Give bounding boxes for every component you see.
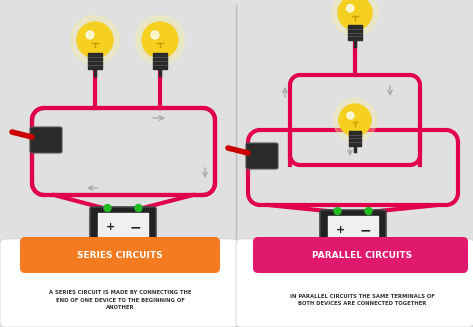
Circle shape [347, 112, 354, 119]
FancyBboxPatch shape [320, 210, 386, 246]
Text: +: + [106, 222, 115, 232]
FancyBboxPatch shape [253, 237, 468, 273]
Circle shape [338, 0, 372, 30]
FancyBboxPatch shape [30, 127, 62, 153]
Text: PARALLEL CIRCUITS: PARALLEL CIRCUITS [312, 250, 412, 260]
Circle shape [365, 208, 372, 215]
Bar [153, 53, 167, 69]
FancyBboxPatch shape [90, 207, 156, 243]
Text: −: − [130, 220, 141, 234]
Circle shape [135, 204, 142, 212]
Bar [349, 131, 361, 146]
Bar [34, 110, 213, 193]
Bar [88, 53, 102, 69]
Text: A SERIES CIRCUIT IS MADE BY CONNECTING THE
END OF ONE DEVICE TO THE BEGINNING OF: A SERIES CIRCUIT IS MADE BY CONNECTING T… [49, 290, 191, 310]
Text: +: + [336, 225, 345, 235]
FancyBboxPatch shape [236, 239, 473, 327]
FancyBboxPatch shape [20, 237, 220, 273]
Circle shape [333, 98, 377, 142]
Circle shape [332, 0, 378, 36]
Bar [98, 213, 148, 237]
Bar [328, 216, 378, 240]
Circle shape [77, 22, 113, 58]
Circle shape [86, 31, 94, 39]
FancyBboxPatch shape [0, 239, 238, 327]
Circle shape [151, 31, 159, 39]
FancyBboxPatch shape [246, 143, 278, 169]
Circle shape [334, 208, 341, 215]
Circle shape [142, 22, 178, 58]
FancyBboxPatch shape [26, 101, 221, 201]
Circle shape [347, 5, 354, 12]
Text: IN PARALLEL CIRCUITS THE SAME TERMINALS OF
BOTH DEVICES ARE CONNECTED TOGETHER: IN PARALLEL CIRCUITS THE SAME TERMINALS … [289, 294, 434, 306]
Circle shape [339, 104, 371, 136]
Circle shape [136, 16, 184, 64]
Circle shape [70, 16, 119, 64]
Text: SERIES CIRCUITS: SERIES CIRCUITS [77, 250, 163, 260]
Circle shape [104, 204, 111, 212]
Bar [348, 25, 362, 40]
Text: −: − [359, 223, 371, 237]
